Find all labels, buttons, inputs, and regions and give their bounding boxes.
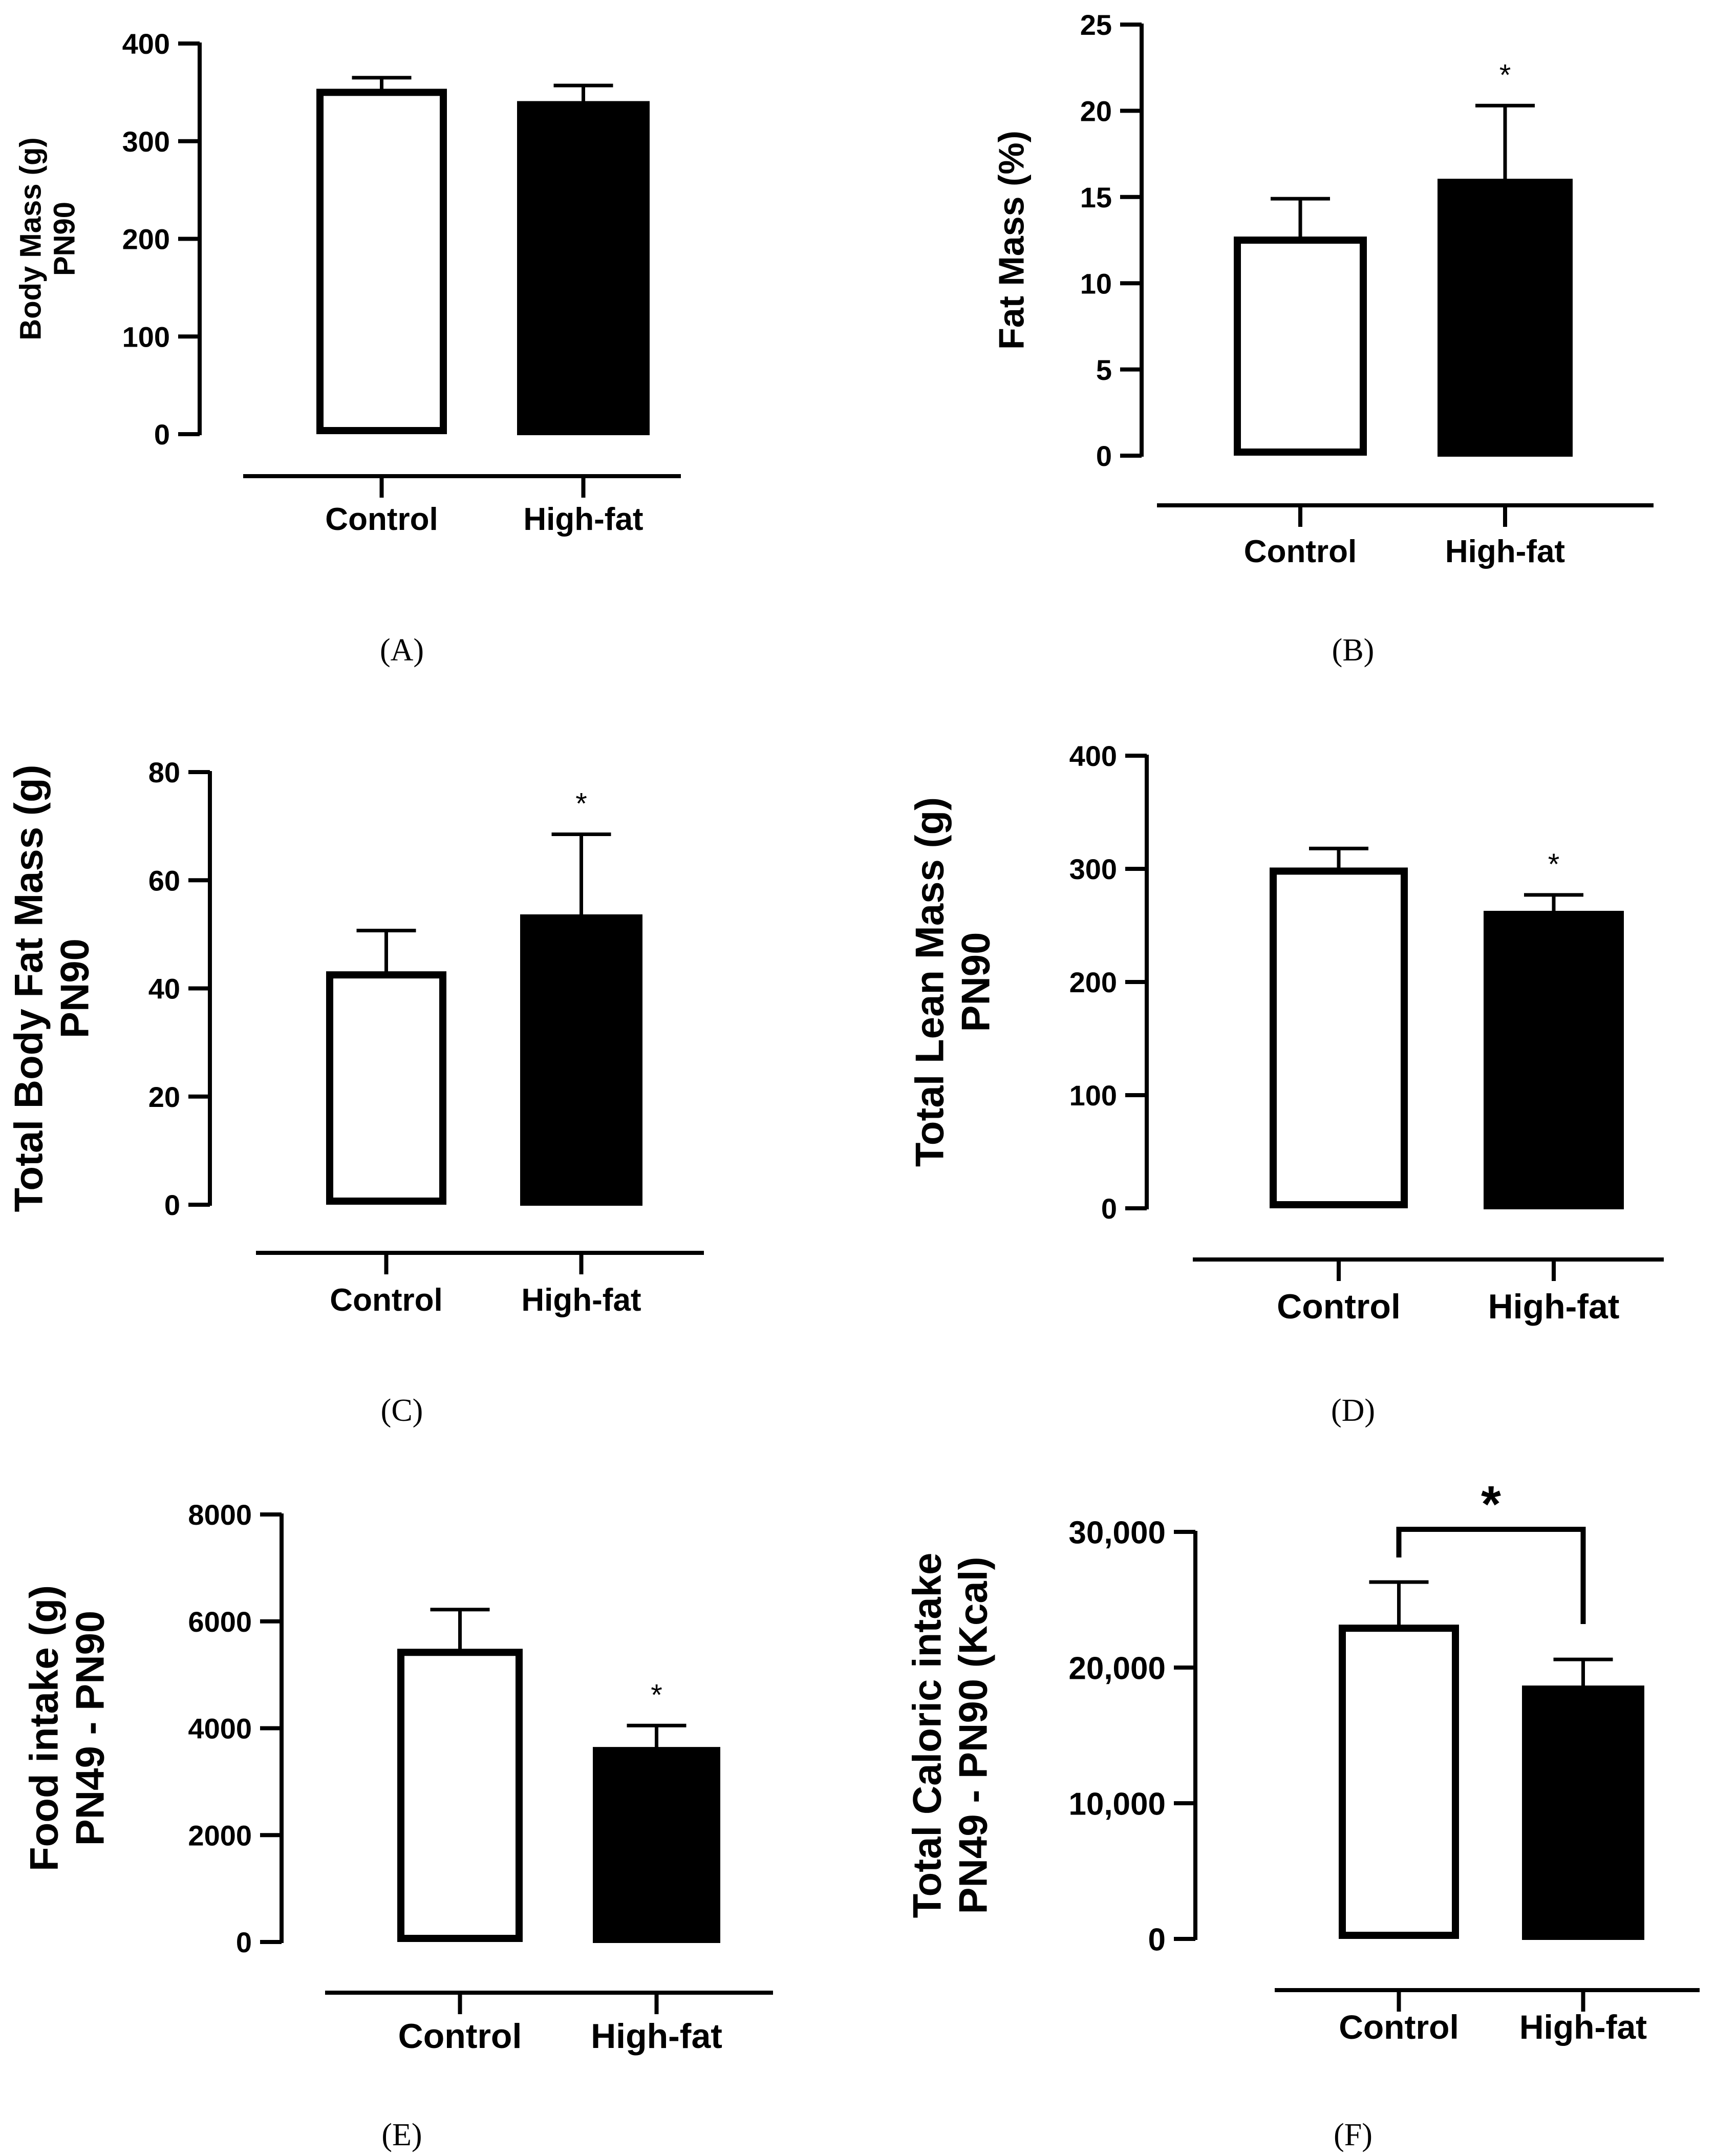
- y-axis-label: Total Lean Mass (g) PN90: [907, 797, 998, 1167]
- y-axis-label: Total Caloric intake PN49 - PN90 (Kcal): [904, 1553, 995, 1918]
- bar-high-fat: [520, 914, 642, 1206]
- y-tick-label: 5: [1096, 354, 1112, 386]
- panel-c: 0 20 40 60 80 Total Body Fat Mass (g) PN90 Cont…: [6, 756, 704, 1428]
- y-tick-label: 200: [122, 223, 170, 255]
- y-tick-label: 25: [1080, 9, 1112, 41]
- x-tick-label: High-fat: [591, 2017, 722, 2056]
- x-tick-label: Control: [330, 1283, 442, 1318]
- y-tick-label: 0: [1101, 1192, 1117, 1225]
- significance-bracket: [1396, 1527, 1586, 1624]
- panel-f: 0 10,000 20,000 30,000 Total Caloric intake P…: [904, 1476, 1700, 2152]
- y-axis-label: Body Mass (g) PN90: [14, 137, 81, 340]
- bracket-significance-mark: *: [1481, 1476, 1501, 1533]
- y-axis-label-line: Body Mass (g): [14, 137, 47, 340]
- x-tick-label: High-fat: [1445, 534, 1565, 569]
- significance-mark: *: [651, 1678, 662, 1712]
- panel-label: (D): [1331, 1393, 1375, 1428]
- significance-mark: *: [1499, 58, 1511, 92]
- x-tick-label: High-fat: [523, 502, 643, 537]
- y-axis-label-line: PN90: [48, 202, 81, 276]
- bar-high-fat: [593, 1747, 720, 1943]
- bar-control: [397, 1649, 523, 1942]
- y-tick-label: 2000: [188, 1819, 252, 1851]
- bar-high-fat: [517, 101, 650, 435]
- y-axis-label: Total Body Fat Mass (g) PN90: [6, 765, 97, 1212]
- y-tick-label: 100: [1069, 1079, 1117, 1112]
- y-tick-label: 400: [1069, 740, 1117, 772]
- bar-control: [1339, 1625, 1459, 1939]
- y-tick-label: 200: [1069, 966, 1117, 998]
- y-tick-label: 0: [164, 1189, 180, 1221]
- x-tick-label: Control: [398, 2017, 522, 2056]
- x-tick-label: High-fat: [521, 1283, 641, 1318]
- bar-control: [326, 971, 446, 1205]
- y-axis-label-line: PN49 - PN90 (Kcal): [950, 1557, 995, 1914]
- panel-label: (A): [380, 633, 424, 668]
- x-tick-label: High-fat: [1488, 1287, 1620, 1326]
- x-tick-label: Control: [1339, 2008, 1459, 2046]
- y-tick-label: 400: [122, 28, 170, 60]
- y-axis-label-line: PN90: [52, 938, 97, 1038]
- x-tick-label: Control: [1277, 1287, 1401, 1326]
- y-tick-label: 6000: [188, 1606, 252, 1638]
- y-axis-label-line: PN49 - PN90: [67, 1611, 112, 1846]
- panel-a: 0 100 200 300 400 Body Mass (g) PN90 Control Hig…: [14, 28, 681, 668]
- y-axis-label-line: Total Caloric intake: [904, 1553, 949, 1918]
- y-tick-label: 20: [148, 1081, 180, 1113]
- y-tick-label: 0: [154, 418, 170, 451]
- panel-b: 0 5 10 15 20 25 Fat Mass (%) Control High-fat * (B…: [992, 9, 1654, 668]
- y-axis-label-line: Total Lean Mass (g): [907, 797, 952, 1167]
- panel-e: 0 2000 4000 6000 8000 Food intake (g) PN49 - P…: [21, 1499, 773, 2152]
- y-tick-label: 4000: [188, 1713, 252, 1745]
- y-tick-label: 8000: [188, 1499, 252, 1531]
- y-tick-label: 0: [236, 1926, 252, 1958]
- bar-control: [1234, 237, 1367, 456]
- y-tick-label: 300: [122, 125, 170, 158]
- y-tick-label: 0: [1096, 440, 1112, 472]
- y-tick-label: 40: [148, 973, 180, 1005]
- y-axis-label-line: Fat Mass (%): [992, 131, 1032, 350]
- y-tick-label: 0: [1148, 1922, 1166, 1957]
- y-tick-label: 20: [1080, 95, 1112, 127]
- bar-high-fat: [1438, 179, 1573, 457]
- bar-control: [1270, 867, 1408, 1209]
- y-axis-label: Food intake (g) PN49 - PN90: [21, 1585, 112, 1871]
- y-tick-label: 80: [148, 756, 180, 788]
- significance-mark: *: [575, 787, 587, 820]
- bar-high-fat: [1522, 1685, 1644, 1940]
- y-tick-label: 10,000: [1068, 1786, 1166, 1822]
- bar-high-fat: [1484, 910, 1624, 1209]
- y-axis-label-line: Food intake (g): [21, 1585, 66, 1871]
- panel-label: (B): [1332, 633, 1375, 668]
- panel-d: 0 100 200 300 400 Total Lean Mass (g) PN90 Cont…: [907, 740, 1664, 1428]
- bar-control: [316, 89, 447, 434]
- y-tick-label: 10: [1080, 267, 1112, 300]
- panel-label: (E): [381, 2118, 422, 2152]
- y-tick-label: 100: [122, 321, 170, 353]
- y-axis-label-line: Total Body Fat Mass (g): [6, 765, 51, 1212]
- y-tick-label: 15: [1080, 181, 1112, 214]
- y-axis-label: Fat Mass (%): [992, 131, 1032, 350]
- y-tick-label: 20,000: [1068, 1651, 1166, 1686]
- significance-mark: *: [1548, 848, 1560, 881]
- x-tick-label: Control: [325, 502, 438, 537]
- y-tick-label: 60: [148, 864, 180, 896]
- x-tick-label: High-fat: [1519, 2008, 1647, 2046]
- panel-label: (F): [1334, 2118, 1372, 2152]
- y-tick-label: 30,000: [1068, 1515, 1166, 1550]
- y-axis-label-line: PN90: [953, 932, 998, 1032]
- x-tick-label: Control: [1244, 534, 1357, 569]
- y-tick-label: 300: [1069, 853, 1117, 885]
- panel-label: (C): [381, 1393, 423, 1428]
